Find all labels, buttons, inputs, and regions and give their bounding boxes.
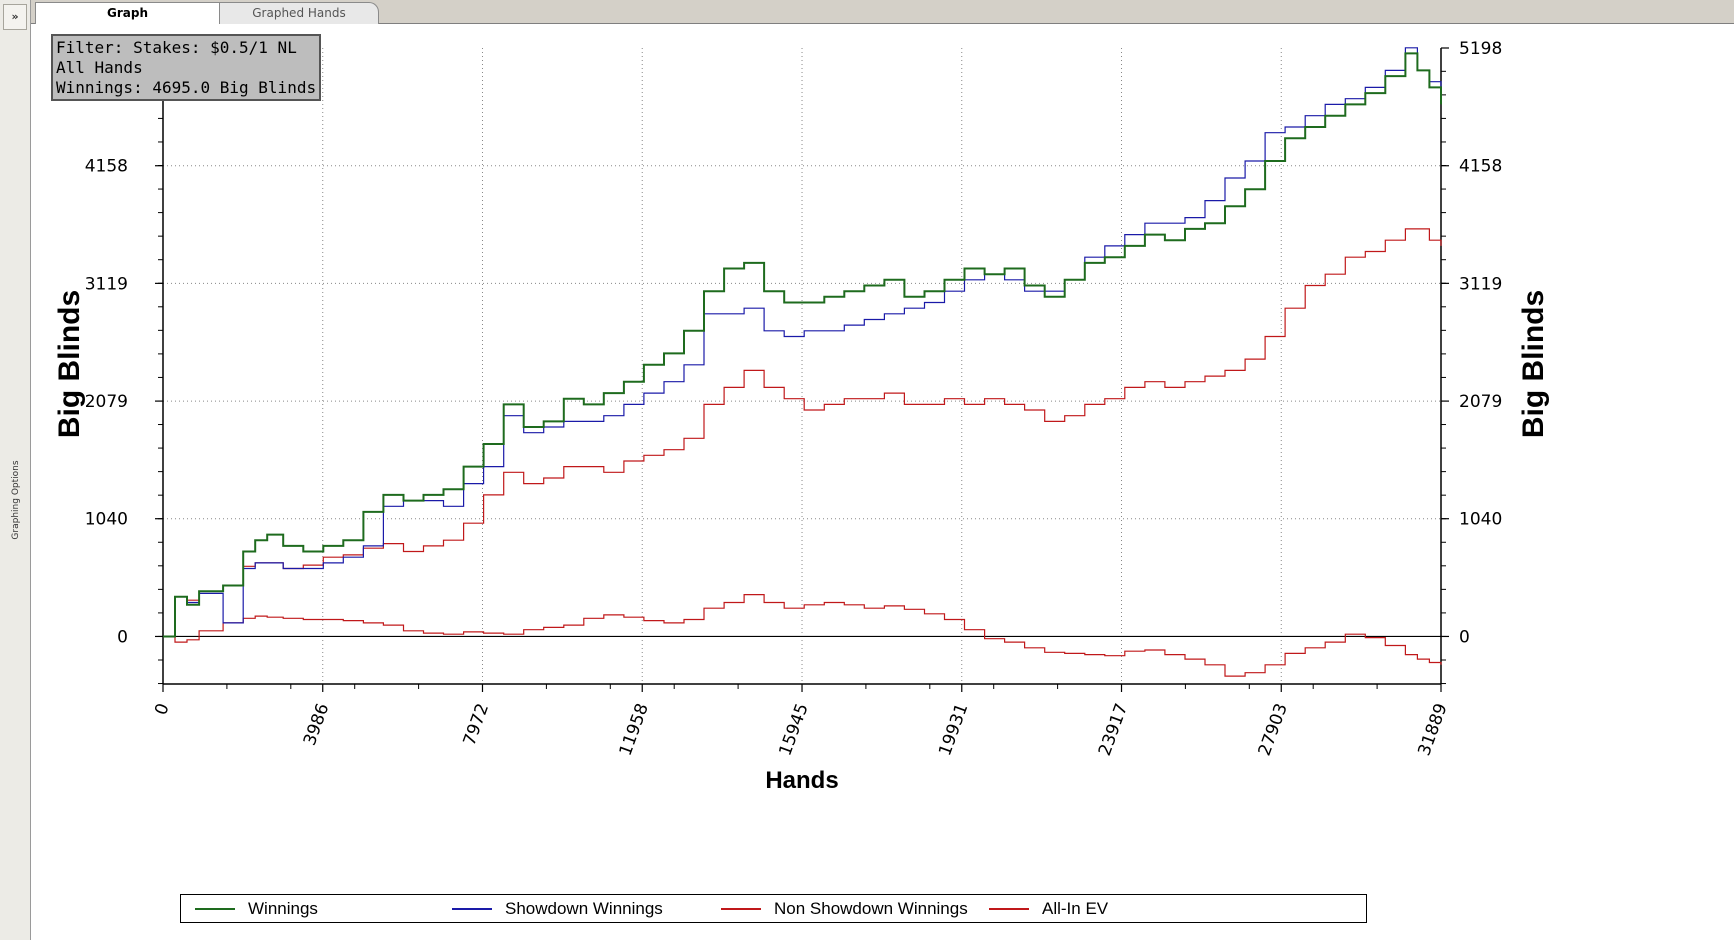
legend-item-all-in-ev: All-In EV	[989, 895, 1108, 922]
tab-bar: Graph Graphed Hands	[31, 0, 1734, 24]
graphing-options-label[interactable]: Graphing Options	[11, 460, 21, 540]
x-tick-label: 0	[151, 701, 173, 718]
y-tick-label-right: 4158	[1459, 157, 1502, 177]
legend-item-winnings: Winnings	[195, 895, 318, 922]
y-tick-label-right: 0	[1459, 627, 1470, 647]
y-tick-label-left: 0	[117, 627, 128, 647]
y-axis-title-left: Big Blinds	[53, 290, 86, 438]
legend-swatch	[452, 907, 492, 910]
legend-item-showdown-winnings: Showdown Winnings	[452, 895, 663, 922]
x-axis-title: Hands	[765, 767, 838, 794]
winnings-chart: 0 3986 7972 11958 15945 19931 23917 27903 31889 0…	[53, 39, 1550, 794]
series-line-non-showdown-winnings	[163, 228, 1442, 638]
legend-swatch	[989, 907, 1029, 910]
x-tick-label: 15945	[775, 701, 812, 759]
legend-swatch	[721, 907, 761, 910]
chart-legend: Winnings Showdown Winnings Non Showdown Wi…	[180, 894, 1367, 923]
y-tick-label-left: 4158	[85, 157, 128, 177]
y-axis-title-right: Big Blinds	[1517, 290, 1550, 438]
filter-info-box: Filter: Stakes: $0.5/1 NL All Hands Winnin…	[51, 34, 322, 101]
y-tick-label-right: 2079	[1459, 392, 1502, 412]
legend-swatch	[195, 907, 235, 910]
graphing-options-sidebar: » Graphing Options	[0, 0, 31, 940]
x-tick-label: 19931	[935, 701, 972, 759]
y-tick-label-left: 3119	[85, 274, 128, 294]
chart-area: 0 3986 7972 11958 15945 19931 23917 27903 31889 0…	[31, 24, 1734, 940]
y-tick-label-right: 5198	[1459, 39, 1502, 59]
legend-label: Winnings	[248, 898, 318, 918]
x-tick-label: 3986	[300, 701, 334, 748]
tab-graph[interactable]: Graph	[35, 2, 220, 24]
x-tick-label: 31889	[1414, 701, 1451, 759]
filter-stakes-text: Filter: Stakes: $0.5/1 NL	[56, 38, 297, 57]
tab-graphed-hands[interactable]: Graphed Hands	[219, 2, 379, 24]
legend-item-non-showdown-winnings: Non Showdown Winnings	[721, 895, 968, 922]
y-tick-label-right: 3119	[1459, 274, 1502, 294]
legend-label: All-In EV	[1042, 898, 1109, 918]
x-tick-label: 23917	[1095, 701, 1132, 759]
y-tick-label-right: 1040	[1459, 510, 1502, 530]
main-panel: Graph Graphed Hands 0 3986 7972 11958 15945 1…	[31, 0, 1734, 940]
x-tick-label: 27903	[1255, 701, 1292, 759]
legend-label: Non Showdown Winnings	[774, 898, 968, 918]
x-tick-label: 11958	[616, 701, 653, 759]
x-tick-label: 7972	[460, 701, 494, 748]
expand-sidebar-button[interactable]: »	[3, 4, 27, 30]
series-line-winnings	[163, 52, 1442, 638]
y-tick-label-left: 2079	[85, 392, 128, 412]
filter-hands-text: All Hands	[56, 58, 143, 77]
series-line-all-in-ev	[163, 594, 1442, 677]
winnings-summary-text: Winnings: 4695.0 Big Blinds	[56, 78, 317, 97]
legend-label: Showdown Winnings	[505, 898, 663, 918]
y-tick-label-left: 1040	[85, 510, 128, 530]
